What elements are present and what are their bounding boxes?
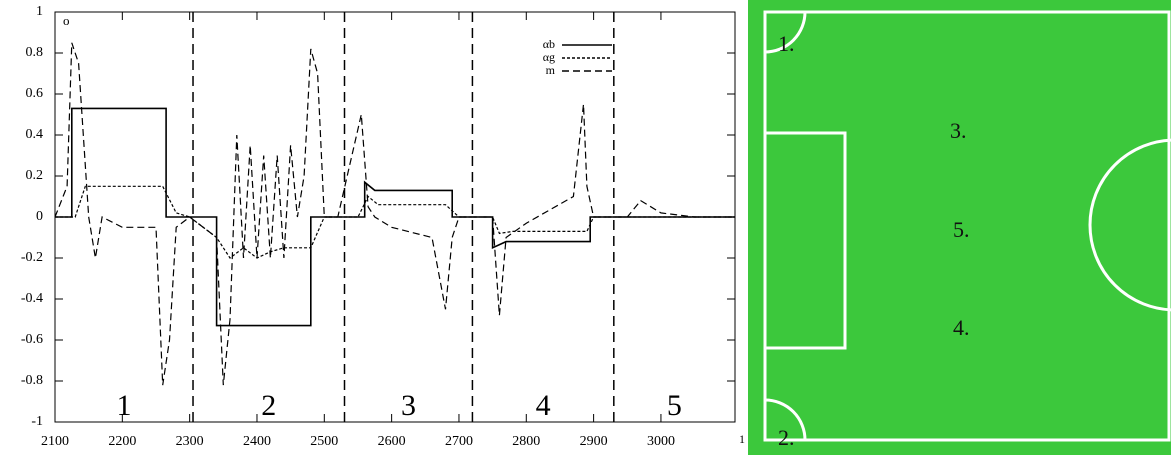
y-tick-label: 0.4 <box>26 127 44 142</box>
y-tick-label: 0.2 <box>26 168 44 183</box>
chart: o 1 -1 -0.8 -0.6 -0.4 -0.2 0 0.2 0.4 0.6 0.8 1 2100… <box>0 0 745 455</box>
region-label: 5 <box>667 389 682 422</box>
x-tick-label: 2600 <box>378 434 406 449</box>
y-tick-label: -0.6 <box>21 332 43 347</box>
series-line <box>55 108 735 325</box>
x-tick-label: 2200 <box>108 434 136 449</box>
region-label: 2 <box>261 389 276 422</box>
zone-label: 5. <box>953 217 970 242</box>
zone-label: 2. <box>778 425 795 450</box>
soccer-field: 1. 2. 3. 4. 5. <box>748 0 1171 455</box>
y-tick-label: 0 <box>36 209 43 224</box>
page: o 1 -1 -0.8 -0.6 -0.4 -0.2 0 0.2 0.4 0.6 0.8 1 2100… <box>0 0 1171 455</box>
y-tick-label: 0.8 <box>26 45 44 60</box>
x-tick-label: 2800 <box>512 434 540 449</box>
x-tick-label: 2500 <box>310 434 338 449</box>
region-label: 4 <box>536 389 551 422</box>
region-label: 1 <box>117 389 132 422</box>
y-tick-label: -0.2 <box>21 250 43 265</box>
x-tick-label: 3000 <box>647 434 675 449</box>
region-label: 3 <box>401 389 416 422</box>
zone-label: 1. <box>778 31 795 56</box>
zone-label: 4. <box>953 315 970 340</box>
y-tick-label: 1 <box>36 4 43 19</box>
y-tick-label: 0.6 <box>26 86 44 101</box>
legend-label: m <box>546 63 556 77</box>
corner-mark: 1 <box>739 432 745 446</box>
x-tick-label: 2400 <box>243 434 271 449</box>
legend-label: αg <box>543 50 555 64</box>
y-tick-label: -1 <box>31 414 43 429</box>
x-tick-label: 2700 <box>445 434 473 449</box>
y-tick-label: -0.4 <box>21 291 43 306</box>
zone-label: 3. <box>950 118 967 143</box>
x-tick-label: 2300 <box>176 434 204 449</box>
corner-mark: o <box>63 13 70 28</box>
legend-label: αb <box>543 37 555 51</box>
y-tick-label: -0.8 <box>21 373 43 388</box>
x-tick-label: 2100 <box>41 434 69 449</box>
series-line <box>55 43 735 385</box>
x-tick-label: 2900 <box>580 434 608 449</box>
